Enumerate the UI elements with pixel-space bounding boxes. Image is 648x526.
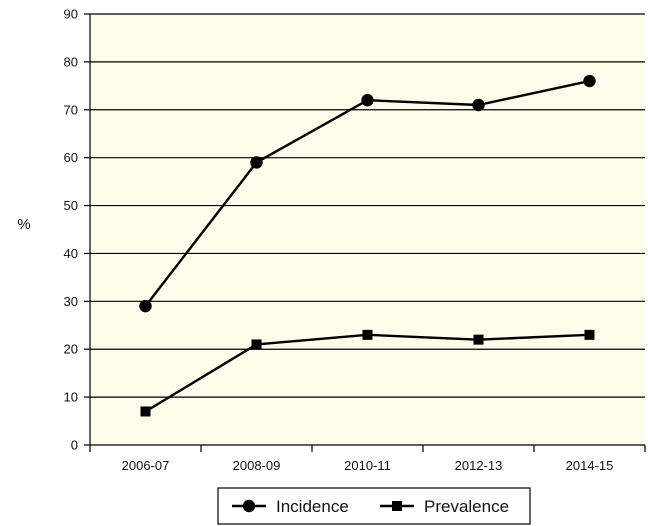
gridlines <box>90 13 645 398</box>
incidence-point <box>361 94 374 107</box>
y-tick-label: 50 <box>64 198 78 213</box>
x-tick-label: 2012-13 <box>455 458 503 473</box>
x-tick-label: 2010-11 <box>344 458 391 473</box>
series-layer <box>139 74 596 417</box>
legend-label: Incidence <box>276 497 349 516</box>
x-tick-label: 2008-09 <box>233 458 281 473</box>
legend-label: Prevalence <box>424 497 509 516</box>
prevalence-point <box>473 334 484 345</box>
incidence-point <box>472 98 485 112</box>
incidence-point <box>250 156 263 169</box>
x-tick-label: 2006-07 <box>122 458 170 473</box>
legend-square-marker <box>392 501 402 511</box>
y-tick-label: 10 <box>64 390 78 405</box>
y-tick-label: 40 <box>64 246 78 261</box>
y-tick-label: 90 <box>64 7 78 22</box>
y-tick-label: 20 <box>64 342 78 357</box>
prevalence-point <box>584 329 595 340</box>
x-tick-label: 2014-15 <box>566 458 614 473</box>
y-tick-label: 80 <box>64 54 78 69</box>
prevalence-point <box>362 329 373 340</box>
y-tick-label: 0 <box>71 438 78 453</box>
plot-area <box>90 14 645 445</box>
legend: Incidence Prevalence <box>217 487 531 525</box>
series-prevalence <box>140 329 595 417</box>
incidence-point <box>583 74 596 88</box>
legend-circle-marker <box>242 499 256 513</box>
prevalence-point <box>251 339 262 350</box>
y-axis-label: % <box>17 216 30 233</box>
legend-item-prevalence: Prevalence <box>380 497 509 516</box>
incidence-point <box>139 299 152 313</box>
prevalence-point <box>140 406 151 417</box>
legend-item-incidence: Incidence <box>232 497 349 516</box>
y-tick-label: 70 <box>64 102 78 117</box>
y-tick-label: 60 <box>64 150 78 165</box>
y-tick-label: 30 <box>64 294 78 309</box>
axes: 0 10 20 30 40 50 60 70 80 90 2006-07 2008-09 2010-11… <box>64 7 646 473</box>
series-incidence <box>139 74 596 313</box>
legend-box <box>217 487 531 525</box>
